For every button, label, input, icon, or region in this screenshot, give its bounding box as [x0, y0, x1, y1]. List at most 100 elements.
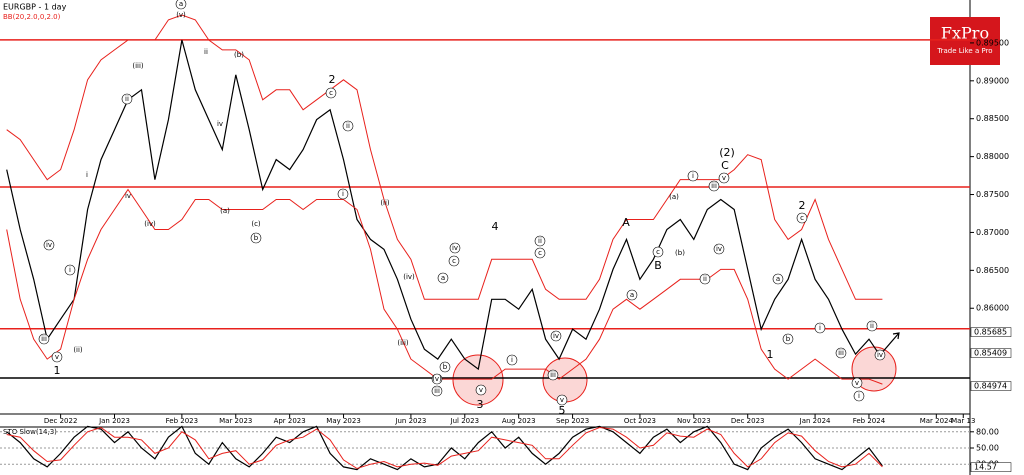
- wave-label: (v): [176, 11, 186, 19]
- wave-label: iii: [434, 387, 440, 395]
- wave-label-circle: [814, 322, 826, 334]
- x-tick-label: May 2023: [326, 417, 361, 425]
- x-tick-label: Dec 2023: [731, 417, 765, 425]
- wave-label-circle: [718, 172, 730, 184]
- wave-label: v: [560, 396, 564, 404]
- wave-label: b: [786, 335, 791, 343]
- y-tick-label: 0.86000: [976, 304, 1009, 313]
- series-line: [6, 14, 883, 300]
- wave-label-circle: [431, 385, 443, 397]
- x-tick-label: Jan 2024: [799, 417, 831, 425]
- wave-label: (ii): [73, 346, 83, 354]
- wave-label: i: [86, 171, 88, 179]
- wave-label: i: [69, 266, 71, 274]
- wave-label: iv: [46, 241, 52, 249]
- wave-label: ii: [538, 237, 542, 245]
- y-tick-label: 0.88000: [976, 152, 1009, 161]
- y-tick-label: 0.88500: [976, 114, 1009, 123]
- wave-label-circle: [550, 330, 562, 342]
- wave-label-circle: [506, 354, 518, 366]
- y-tick-label: 0.89500: [976, 38, 1009, 47]
- indicator-label: BB(20,2.0,0,2.0): [3, 13, 61, 21]
- wave-label-circle: [38, 333, 50, 345]
- wave-label: ii: [870, 322, 874, 330]
- wave-label: i: [511, 356, 513, 364]
- wave-label: ii: [703, 275, 707, 283]
- x-tick-label: Jul 2023: [450, 417, 480, 425]
- wave-label: iii: [838, 349, 844, 357]
- wave-label: 3: [477, 398, 484, 411]
- logo-box: [930, 17, 1000, 65]
- wave-label: b: [254, 234, 259, 242]
- wave-label-circle: [325, 87, 337, 99]
- wave-label: v: [855, 379, 859, 387]
- wave-label-circle: [782, 333, 794, 345]
- x-tick-label: Apr 2023: [274, 417, 306, 425]
- wave-label: (iii): [397, 339, 409, 347]
- wave-label: 2: [329, 73, 336, 86]
- wave-label: C: [721, 159, 729, 172]
- wave-label: v: [55, 353, 59, 361]
- price-marker: [970, 462, 1012, 472]
- wave-label-circle: [43, 239, 55, 251]
- x-tick-label: Jun 2023: [394, 417, 426, 425]
- wave-label: (b): [234, 51, 244, 59]
- series-line: [6, 39, 883, 371]
- x-tick-label: Dec 2022: [44, 417, 78, 425]
- wave-label: (iii): [132, 62, 144, 70]
- wave-label: iv: [553, 332, 559, 340]
- wave-label: (v): [432, 375, 442, 383]
- logo-slogan: Trade Like a Pro: [936, 47, 992, 55]
- wave-label: 4: [492, 220, 499, 233]
- wave-label-circle: [337, 188, 349, 200]
- wave-label: v: [722, 174, 726, 182]
- x-tick-label: Mar 13: [951, 417, 975, 425]
- wave-label: c: [329, 89, 333, 97]
- wave-label-circle: [772, 273, 784, 285]
- series-line: [6, 188, 883, 385]
- wave-label: i: [858, 392, 860, 400]
- wave-label: a: [179, 0, 183, 8]
- logo-brand: FxPro: [941, 24, 989, 43]
- x-tick-label: Sep 2023: [556, 417, 589, 425]
- wave-label-circle: [626, 289, 638, 301]
- wave-label: (iv): [144, 220, 156, 228]
- wave-label-circle: [342, 120, 354, 132]
- wave-label: i: [342, 190, 344, 198]
- wave-label: iv: [125, 192, 131, 200]
- wave-label: iii: [550, 371, 556, 379]
- wave-label: (2): [719, 146, 735, 159]
- highlight-circle: [542, 357, 588, 403]
- wave-label-circle: [652, 246, 664, 258]
- wave-label: iv: [452, 244, 458, 252]
- wave-label-circle: [853, 390, 865, 402]
- price-marker: [970, 381, 1012, 391]
- wave-label: 1: [54, 364, 61, 377]
- wave-label-circle: [534, 235, 546, 247]
- wave-label-circle: [121, 93, 133, 105]
- y-tick-label: 0.87500: [976, 190, 1009, 199]
- wave-label-circle: [556, 394, 568, 406]
- wave-label: a: [441, 274, 445, 282]
- wave-label-circle: [64, 264, 76, 276]
- price-marker-label: 0.85409: [974, 349, 1007, 358]
- x-tick-label: Oct 2023: [624, 417, 656, 425]
- price-marker-label: 0.85685: [974, 328, 1007, 337]
- wave-label: iii: [711, 182, 717, 190]
- wave-label-circle: [699, 273, 711, 285]
- x-tick-label: Feb 2023: [166, 417, 198, 425]
- wave-label-circle: [547, 369, 559, 381]
- wave-label: a: [630, 291, 634, 299]
- wave-label-circle: [874, 349, 886, 361]
- wave-label-circle: [431, 373, 443, 385]
- wave-label-circle: [448, 255, 460, 267]
- wave-label-circle: [437, 272, 449, 284]
- price-marker-label: 14.57: [974, 463, 997, 472]
- price-marker-label: 0.84974: [974, 382, 1007, 391]
- wave-label: i: [819, 324, 821, 332]
- wave-label-circle: [449, 242, 461, 254]
- x-tick-label: Mar 2023: [219, 417, 252, 425]
- wave-label-circle: [475, 384, 487, 396]
- wave-label: c: [538, 249, 542, 257]
